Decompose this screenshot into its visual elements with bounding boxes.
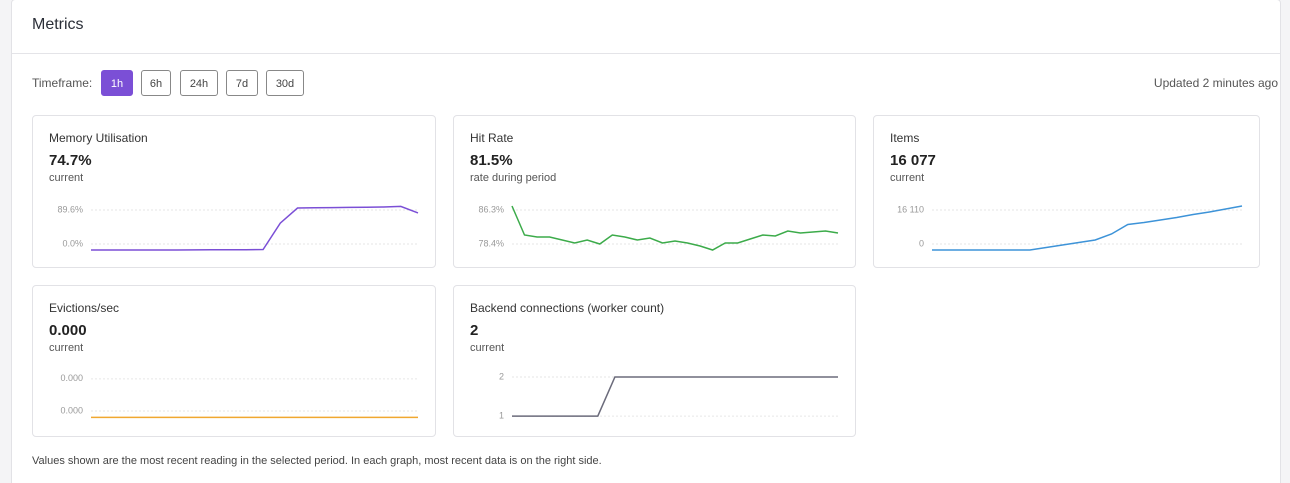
series-line — [511, 205, 839, 251]
card-title: Evictions/sec — [49, 301, 119, 315]
caption: current — [49, 172, 83, 184]
metric-card: Items 16 077 current 16 110 0 — [873, 115, 1260, 268]
metric-chart: Memory Utilisation 74.7% current 89.6% 0.0% — [49, 131, 419, 251]
caption: current — [49, 342, 83, 354]
metric-chart: Evictions/sec 0.000 current 0.000 0.000 — [49, 301, 418, 419]
card-title: Backend connections (worker count) — [470, 301, 664, 315]
series-line — [512, 376, 838, 417]
caption: current — [470, 342, 504, 354]
y-tick-label: 86.3% — [478, 204, 504, 214]
headline-value: 81.5% — [470, 152, 513, 169]
updated-text: Updated 2 minutes ago — [1153, 76, 1278, 90]
headline-value: 2 — [470, 322, 478, 339]
timeframe-button[interactable]: 1h — [101, 70, 133, 96]
caption: current — [890, 172, 924, 184]
y-tick-label: 1 — [499, 410, 504, 420]
card-title: Items — [890, 131, 919, 145]
headline-value: 16 077 — [890, 152, 936, 169]
card-title: Memory Utilisation — [49, 131, 148, 145]
headline-value: 0.000 — [49, 322, 87, 339]
metric-chart: Backend connections (worker count) 2 curre… — [470, 301, 838, 420]
metric-card: Evictions/sec 0.000 current 0.000 0.000 — [32, 285, 436, 437]
y-tick-label: 0.000 — [60, 405, 83, 415]
timeframe-button[interactable]: 24h — [180, 70, 218, 96]
y-tick-label: 0.0% — [62, 238, 83, 248]
series-line — [91, 205, 419, 251]
y-tick-label: 16 110 — [897, 204, 924, 214]
timeframe-button[interactable]: 7d — [226, 70, 258, 96]
separator — [12, 53, 1280, 54]
y-tick-label: 0 — [919, 238, 924, 248]
metric-chart: Hit Rate 81.5% rate during period 86.3% 78.4… — [470, 131, 839, 251]
y-tick-label: 89.6% — [57, 204, 83, 214]
metric-chart: Items 16 077 current 16 110 0 — [890, 131, 1243, 251]
y-tick-label: 2 — [499, 371, 504, 381]
metric-card: Backend connections (worker count) 2 curre… — [453, 285, 856, 437]
timeframe-label: Timeframe: — [32, 76, 93, 90]
y-tick-label: 78.4% — [478, 238, 504, 248]
panel-title: Metrics — [32, 16, 84, 33]
series-line — [932, 205, 1243, 251]
card-title: Hit Rate — [470, 131, 514, 145]
metric-card: Hit Rate 81.5% rate during period 86.3% 78.4… — [453, 115, 856, 268]
headline-value: 74.7% — [49, 152, 92, 169]
metrics-panel: Metrics Timeframe: Updated 2 minutes ago… — [11, 0, 1281, 483]
metric-card: Memory Utilisation 74.7% current 89.6% 0.0% — [32, 115, 436, 268]
footer-note: Values shown are the most recent reading… — [32, 455, 602, 467]
caption: rate during period — [470, 172, 556, 184]
y-tick-label: 0.000 — [60, 373, 83, 383]
timeframe-button[interactable]: 6h — [141, 70, 171, 96]
timeframe-button[interactable]: 30d — [266, 70, 304, 96]
